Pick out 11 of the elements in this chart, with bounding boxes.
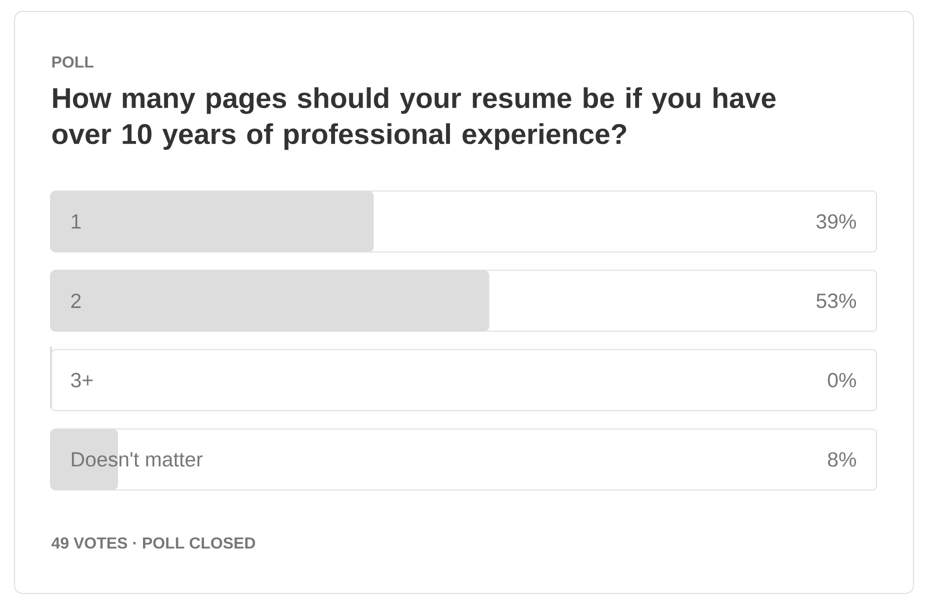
y-tick-label: Doesn't matter: [72, 452, 203, 467]
data-label: 0%: [828, 372, 856, 388]
y-tick-label: 2: [71, 294, 81, 308]
text: 49 VOTES · POLL CLOSED: [52, 537, 256, 549]
chart-title: How many pages should your resume be if you have over 10 years of professional experience?: [52, 87, 776, 150]
y-tick-label: 3+: [71, 372, 93, 388]
text: POLL: [52, 56, 94, 68]
data-label: 53%: [816, 294, 856, 308]
data-label: 39%: [816, 214, 856, 229]
data-label: 8%: [828, 452, 856, 467]
y-tick-label: 1: [72, 214, 81, 229]
